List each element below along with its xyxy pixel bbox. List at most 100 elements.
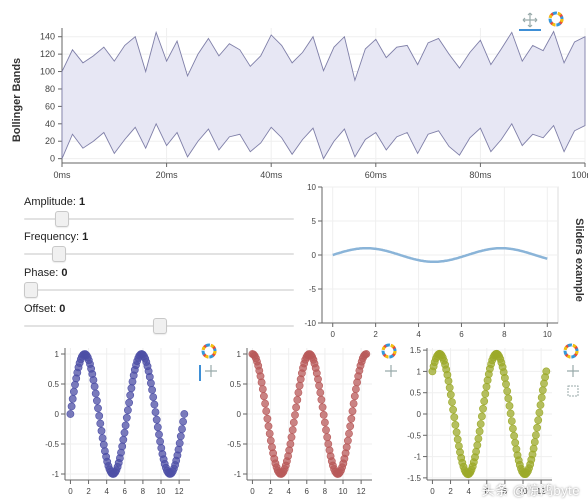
frequency-slider[interactable]: Frequency: 1 [24, 231, 294, 262]
bollinger-xtick-label: 0ms [53, 170, 71, 180]
scatter-point [180, 410, 189, 418]
scatter-point [156, 437, 164, 446]
sin-scatter-chart[interactable]: 1 0.5 0 -0.5 -1 0 2 4 6 8 10 12 [40, 340, 220, 503]
scatter-ytick-label: 0.5 [410, 389, 422, 398]
scatter-point [71, 380, 79, 389]
scatter-point [288, 426, 297, 434]
bollinger-ytick-label: 20 [45, 136, 55, 146]
scatter-point [95, 412, 104, 420]
scatter-point [291, 411, 299, 419]
pan-active-indicator [519, 29, 541, 31]
bollinger-xtick-label: 60ms [365, 170, 388, 180]
scatter-point [317, 395, 326, 404]
scatter-point [258, 385, 267, 393]
scatter-point [530, 438, 539, 446]
scatter-point [536, 401, 545, 409]
scatter-point [287, 433, 296, 442]
bollinger-xtick-label: 20ms [156, 170, 179, 180]
scatter-xtick-label: 6 [123, 487, 128, 496]
bokeh-logo-icon[interactable] [563, 343, 579, 359]
scatter-ytick-label: -0.5 [407, 431, 421, 440]
sliders-ytick-label: 10 [307, 183, 316, 192]
bokeh-logo-icon[interactable] [381, 343, 397, 359]
pan-icon[interactable] [383, 363, 399, 379]
pan-active-indicator [199, 365, 201, 381]
scatter-point [450, 413, 459, 422]
scatter-ytick-label: 1 [55, 350, 60, 359]
scatter-point [324, 440, 333, 448]
amplitude-handle[interactable] [54, 211, 69, 227]
pan-icon[interactable] [203, 363, 219, 379]
scatter-point [479, 404, 487, 413]
phase-slider[interactable]: Phase: 0 [24, 267, 294, 298]
scatter-point [318, 403, 327, 412]
offset-value: 0 [59, 303, 66, 315]
scatter-ytick-label: 0 [417, 410, 422, 419]
scatter-point [121, 421, 130, 430]
scatter-point [507, 417, 516, 425]
sine-series-line [332, 246, 548, 264]
pan-icon[interactable] [522, 12, 538, 28]
scatter-xtick-label: 8 [503, 487, 508, 496]
scatter-point [292, 403, 300, 412]
scatter-point [351, 385, 360, 393]
scatter-point [149, 393, 158, 401]
scatter-point [347, 414, 356, 423]
frequency-label: Frequency: [24, 231, 80, 243]
pan-icon[interactable] [565, 363, 581, 379]
scatter-point [448, 398, 456, 406]
scatter-point [148, 386, 156, 394]
amplitude-slider[interactable]: Amplitude: 1 [24, 196, 294, 227]
bokeh-logo-icon[interactable] [548, 11, 564, 27]
bollinger-ylabel: Bollinger Bands [11, 58, 23, 142]
scatter-xtick-label: 10 [157, 487, 166, 496]
scatter-point [70, 387, 78, 396]
scatter-point [93, 396, 101, 405]
bollinger-ytick-label: 140 [40, 32, 55, 42]
sliders-chart[interactable]: Sliders example 10 5 0 -5 -10 0 2 4 6 8 10 [296, 180, 588, 345]
scatter-point [482, 382, 491, 391]
scatter-point [257, 378, 266, 387]
bollinger-xtick-label: 40ms [260, 170, 283, 180]
scatter-point [478, 412, 486, 421]
scatter-xtick-label: 2 [268, 487, 273, 496]
scatter-ytick-label: -1.5 [407, 474, 421, 483]
offset-handle[interactable] [153, 318, 167, 334]
scatter-point [473, 441, 482, 450]
offset-slider[interactable]: Offset: 0 [24, 303, 294, 334]
scatter-point [511, 438, 520, 447]
frequency-handle[interactable] [52, 246, 67, 262]
scatter-xtick-label: 0 [68, 487, 73, 496]
scatter-point [151, 408, 160, 416]
scatter-ytick-label: -0.5 [227, 440, 241, 449]
scatter-point [534, 416, 543, 425]
scatter-point [179, 417, 187, 426]
sliders-xtick-label: 0 [331, 330, 336, 339]
scatter-xtick-label: 10 [519, 487, 528, 496]
sum-scatter-chart[interactable]: 1.5 1 0.5 0 -0.5 -1 -1.5 0 2 4 6 8 10 12 [402, 340, 582, 503]
scatter-point [155, 430, 163, 439]
phase-handle[interactable] [24, 282, 38, 298]
scatter-point [533, 423, 541, 432]
bollinger-ytick-label: 60 [45, 101, 55, 111]
bollinger-ytick-label: 40 [45, 119, 55, 129]
scatter-point [125, 398, 133, 407]
amplitude-value: 1 [79, 196, 86, 208]
scatter-point [152, 415, 161, 424]
scatter-point [323, 433, 332, 442]
scatter-point [349, 399, 358, 408]
cos-scatter-chart[interactable]: 1 0.5 0 -0.5 -1 0 2 4 6 8 10 12 [222, 340, 402, 503]
scatter-xtick-label: 10 [339, 487, 348, 496]
scatter-point [124, 406, 132, 415]
bollinger-chart[interactable]: Bollinger Bands 0 20 40 60 80 100 120 140 0ms 20m… [0, 0, 588, 185]
scatter-point [342, 443, 351, 452]
sliders-xtick-label: 6 [459, 330, 464, 339]
scatter-point [480, 397, 489, 406]
bokeh-logo-icon[interactable] [201, 343, 217, 359]
scatter-point [126, 391, 135, 400]
scatter-ytick-label: 0 [55, 410, 60, 419]
scatter-point [451, 421, 460, 429]
scatter-point [286, 440, 295, 448]
reset-icon[interactable] [565, 383, 581, 399]
offset-label: Offset: [24, 303, 57, 315]
